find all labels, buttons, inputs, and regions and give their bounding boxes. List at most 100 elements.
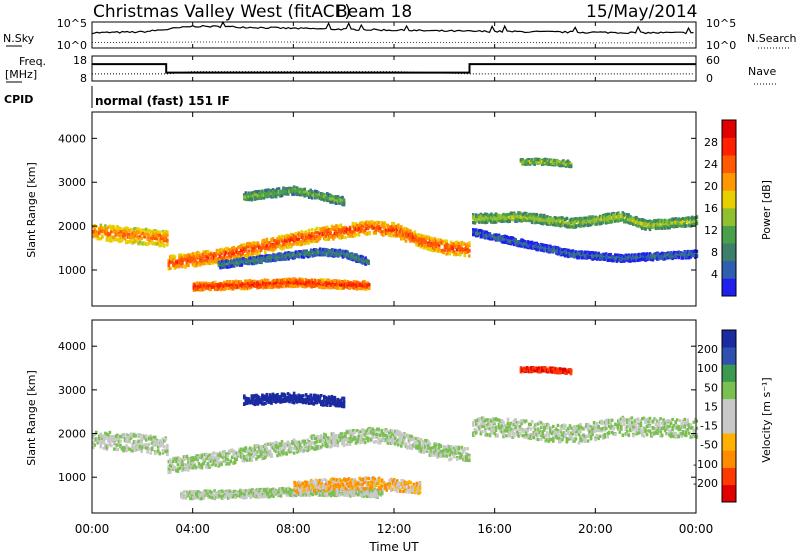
range-cell-1 (468, 254, 471, 258)
range-cell-5 (512, 242, 516, 247)
range-cell-1 (443, 248, 447, 252)
range-cell-2 (231, 280, 235, 284)
range-cell-4 (601, 214, 605, 218)
range-cell-3 (341, 249, 345, 253)
range-cell-4 (482, 220, 486, 224)
range-cell-3 (325, 248, 328, 252)
range-cell-1 (434, 239, 438, 243)
range-cell-3 (282, 252, 286, 256)
range-cell-2 (339, 284, 342, 288)
range-cell-1 (391, 233, 394, 237)
range-cell-5 (659, 255, 662, 259)
range-cell-6 (326, 196, 329, 200)
range-cell-5 (617, 253, 620, 257)
range-cell-5 (490, 235, 493, 239)
range-cell-0 (160, 235, 163, 239)
range-cell-3 (313, 253, 316, 257)
range-cell-1 (206, 252, 210, 256)
range-cell-0 (122, 232, 125, 236)
range-cell-1 (422, 246, 426, 250)
range-cell-3 (313, 251, 316, 255)
range-cell-5 (552, 248, 555, 252)
range-cell-5 (585, 254, 588, 258)
range-cell-1 (377, 221, 380, 225)
range-cell-5 (520, 242, 523, 246)
range-cell-6 (307, 190, 311, 194)
range-cell-1 (314, 228, 317, 232)
range-cell-0 (147, 241, 151, 245)
range-cell-3 (261, 254, 265, 259)
range-cell-5 (595, 255, 599, 259)
range-cell-6 (310, 196, 314, 200)
range-cell-5 (604, 256, 608, 260)
range-cell-4 (683, 224, 686, 228)
range-cell-4 (559, 216, 563, 220)
range-cell-1 (338, 224, 341, 228)
range-cell-5 (538, 247, 542, 251)
range-cell-3 (361, 261, 364, 265)
range-cell-1 (348, 225, 352, 229)
range-cell-5 (684, 256, 688, 260)
range-cell-2 (224, 286, 227, 291)
range-cell-1 (202, 252, 205, 256)
range-cell-3 (288, 251, 292, 255)
range-cell-6 (286, 192, 290, 196)
range-cell-1 (190, 260, 193, 264)
range-cell-4 (603, 213, 606, 217)
range-cell-5 (656, 257, 659, 261)
range-cell-0 (122, 235, 125, 239)
range-cell-1 (386, 227, 390, 231)
range-cell-3 (236, 257, 239, 261)
range-cell-1 (241, 252, 245, 256)
range-cell-4 (694, 222, 697, 226)
range-cell-6 (288, 186, 291, 190)
range-cell-2 (357, 286, 360, 290)
range-cell-5 (624, 255, 628, 259)
range-cell-5 (487, 236, 490, 240)
range-cell-2 (242, 283, 246, 287)
range-cell-3 (240, 257, 244, 261)
range-cell-3 (272, 256, 275, 260)
range-cell-1 (214, 260, 217, 264)
range-cell-2 (216, 283, 220, 287)
range-cell-0 (134, 234, 137, 238)
range-cell-5 (484, 233, 487, 237)
range-cell-2 (271, 285, 274, 290)
range-cell-1 (279, 244, 282, 248)
range-cell-2 (227, 280, 230, 284)
range-cell-1 (409, 235, 412, 239)
range-cell-0 (98, 228, 101, 232)
range-cell-4 (639, 223, 643, 227)
range-cell-2 (283, 278, 286, 282)
range-cell-1 (273, 243, 276, 247)
range-cell-4 (580, 218, 584, 222)
range-cell-3 (272, 254, 275, 259)
range-cell-0 (161, 238, 165, 242)
range-cell-2 (337, 281, 341, 285)
range-cell-4 (630, 221, 634, 225)
range-cell-4 (583, 219, 587, 224)
range-cell-0 (107, 238, 110, 242)
range-cell-0 (147, 229, 151, 233)
range-cell-3 (350, 252, 354, 256)
range-cell-1 (397, 226, 400, 230)
range-cell-4 (562, 222, 566, 226)
range-cell-2 (260, 279, 264, 283)
range-cell-1 (172, 254, 175, 258)
range-cell-4 (659, 226, 662, 230)
range-cell-3 (276, 256, 280, 260)
range-cell-3 (232, 258, 236, 263)
range-cell-1 (220, 257, 223, 261)
range-cell-1 (252, 249, 255, 253)
range-cell-3 (352, 256, 355, 260)
range-cell-4 (547, 220, 551, 224)
range-cell-5 (549, 246, 552, 250)
range-cell-4 (536, 220, 540, 224)
range-cell-5 (497, 233, 501, 237)
range-cell-4 (633, 219, 637, 224)
range-cell-5 (526, 244, 529, 248)
range-cell-4 (550, 217, 554, 221)
range-cell-2 (319, 279, 323, 283)
range-cell-4 (487, 218, 490, 222)
range-cell-5 (532, 244, 535, 248)
